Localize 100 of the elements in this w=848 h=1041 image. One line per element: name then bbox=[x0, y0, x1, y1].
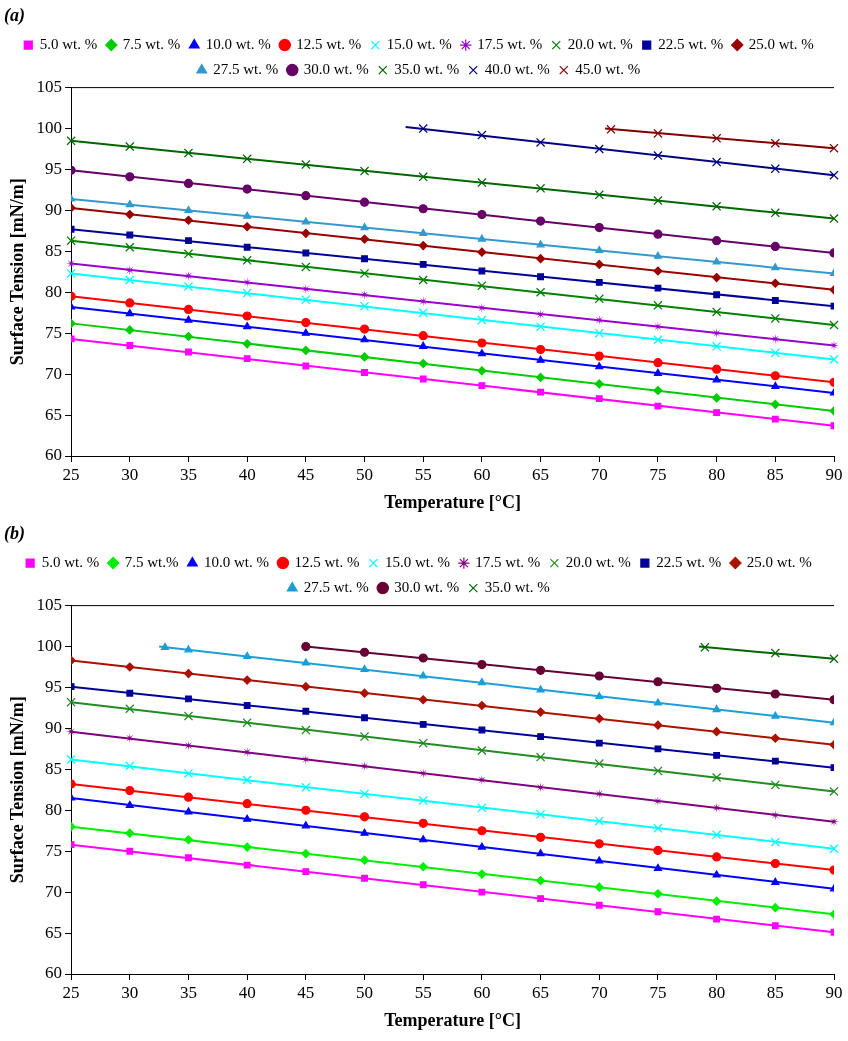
chart-title: (b) bbox=[4, 523, 25, 545]
legend-label: 35.0 wt. % bbox=[394, 61, 460, 78]
point bbox=[536, 685, 545, 693]
point bbox=[360, 301, 370, 311]
x-tick-label: 30 bbox=[121, 464, 139, 484]
x-tick-label: 55 bbox=[414, 982, 432, 1002]
legend-label: 7.5 wt.% bbox=[124, 554, 179, 571]
point bbox=[829, 143, 839, 153]
x-tick-label: 85 bbox=[766, 982, 784, 1002]
point bbox=[477, 178, 487, 188]
chart-title: (a) bbox=[4, 5, 25, 27]
point bbox=[770, 348, 780, 358]
legend-label: 22.5 wt. % bbox=[658, 36, 724, 53]
legend-label: 27.5 wt. % bbox=[303, 579, 369, 596]
x-tick-label: 55 bbox=[414, 464, 432, 484]
legend-label: 20.0 wt. % bbox=[565, 554, 631, 571]
point bbox=[242, 255, 252, 265]
y-tick-label: 65 bbox=[45, 404, 63, 424]
point bbox=[66, 268, 76, 278]
legend-label: 12.5 wt. % bbox=[296, 36, 362, 53]
y-tick-label: 65 bbox=[45, 922, 63, 942]
point bbox=[770, 780, 780, 790]
x-tick-label: 50 bbox=[356, 464, 374, 484]
y-tick-label: 60 bbox=[45, 445, 63, 465]
legend-label: 45.0 wt. % bbox=[575, 61, 641, 78]
x-tick-label: 90 bbox=[825, 464, 843, 484]
point bbox=[653, 196, 663, 206]
legend-label: 25.0 wt. % bbox=[746, 554, 812, 571]
x-axis-title: Temperature [°C] bbox=[384, 491, 521, 512]
point bbox=[360, 166, 370, 176]
legend-label: 7.5 wt. % bbox=[122, 36, 181, 53]
legend-label: 35.0 wt. % bbox=[484, 579, 550, 596]
point bbox=[477, 746, 487, 755]
y-tick-label: 105 bbox=[36, 595, 63, 615]
point bbox=[770, 837, 780, 847]
legend-label: 20.0 wt. % bbox=[567, 36, 633, 53]
y-tick-label: 95 bbox=[45, 158, 63, 178]
x-tick-label: 40 bbox=[238, 464, 256, 484]
point bbox=[653, 151, 663, 161]
x-tick-label: 60 bbox=[473, 464, 491, 484]
point bbox=[183, 148, 193, 158]
y-tick-label: 95 bbox=[45, 676, 63, 696]
point bbox=[536, 287, 546, 297]
point bbox=[653, 128, 663, 138]
x-tick-label: 70 bbox=[590, 982, 608, 1002]
point bbox=[594, 816, 604, 826]
y-tick-label: 70 bbox=[45, 363, 63, 383]
point bbox=[829, 654, 839, 664]
point bbox=[477, 281, 487, 291]
point bbox=[536, 752, 546, 762]
point bbox=[770, 208, 780, 218]
y-axis-title: Surface Tension [mN/m] bbox=[7, 178, 28, 366]
point bbox=[712, 830, 722, 840]
point bbox=[653, 335, 663, 345]
point bbox=[242, 718, 252, 728]
x-tick-label: 25 bbox=[62, 464, 80, 484]
point bbox=[829, 844, 839, 854]
x-tick-label: 80 bbox=[708, 982, 726, 1002]
y-tick-label: 105 bbox=[36, 77, 63, 97]
y-tick-label: 70 bbox=[45, 881, 63, 901]
point bbox=[594, 759, 604, 769]
point bbox=[829, 354, 839, 364]
y-tick-label: 60 bbox=[45, 963, 63, 983]
point bbox=[301, 725, 311, 735]
legend-label: 40.0 wt. % bbox=[484, 61, 550, 78]
point bbox=[183, 711, 193, 721]
x-tick-label: 40 bbox=[238, 982, 256, 1002]
legend-label: 22.5 wt. % bbox=[656, 554, 722, 571]
x-tick-label: 45 bbox=[297, 982, 315, 1002]
point bbox=[360, 789, 370, 799]
legend-label: 12.5 wt. % bbox=[294, 554, 360, 571]
point bbox=[183, 249, 193, 259]
y-tick-label: 85 bbox=[45, 240, 63, 260]
point bbox=[125, 142, 135, 152]
y-tick-label: 85 bbox=[45, 758, 63, 778]
point bbox=[300, 754, 311, 765]
point bbox=[536, 183, 546, 193]
point bbox=[66, 236, 76, 246]
point bbox=[829, 214, 839, 224]
point bbox=[301, 160, 311, 170]
x-tick-label: 35 bbox=[179, 464, 197, 484]
legend-label: 5.0 wt. % bbox=[41, 554, 100, 571]
x-tick-label: 45 bbox=[297, 464, 315, 484]
legend-label: 30.0 wt. % bbox=[303, 61, 369, 78]
legend-label: 25.0 wt. % bbox=[748, 36, 814, 53]
legend-label: 27.5 wt. % bbox=[213, 61, 279, 78]
legend-label: 17.5 wt. % bbox=[475, 554, 541, 571]
y-tick-label: 100 bbox=[36, 118, 63, 137]
point bbox=[653, 823, 663, 833]
point bbox=[829, 170, 839, 180]
point bbox=[712, 307, 722, 317]
x-tick-label: 60 bbox=[473, 982, 491, 1002]
y-tick-label: 80 bbox=[45, 799, 63, 819]
y-tick-label: 75 bbox=[45, 840, 63, 860]
x-tick-label: 65 bbox=[532, 464, 550, 484]
x-axis-title: Temperature [°C] bbox=[384, 1009, 521, 1030]
x-tick-label: 90 bbox=[825, 982, 843, 1002]
y-tick-label: 90 bbox=[45, 717, 63, 737]
y-axis-title: Surface Tension [mN/m] bbox=[7, 696, 28, 884]
point bbox=[418, 124, 428, 134]
